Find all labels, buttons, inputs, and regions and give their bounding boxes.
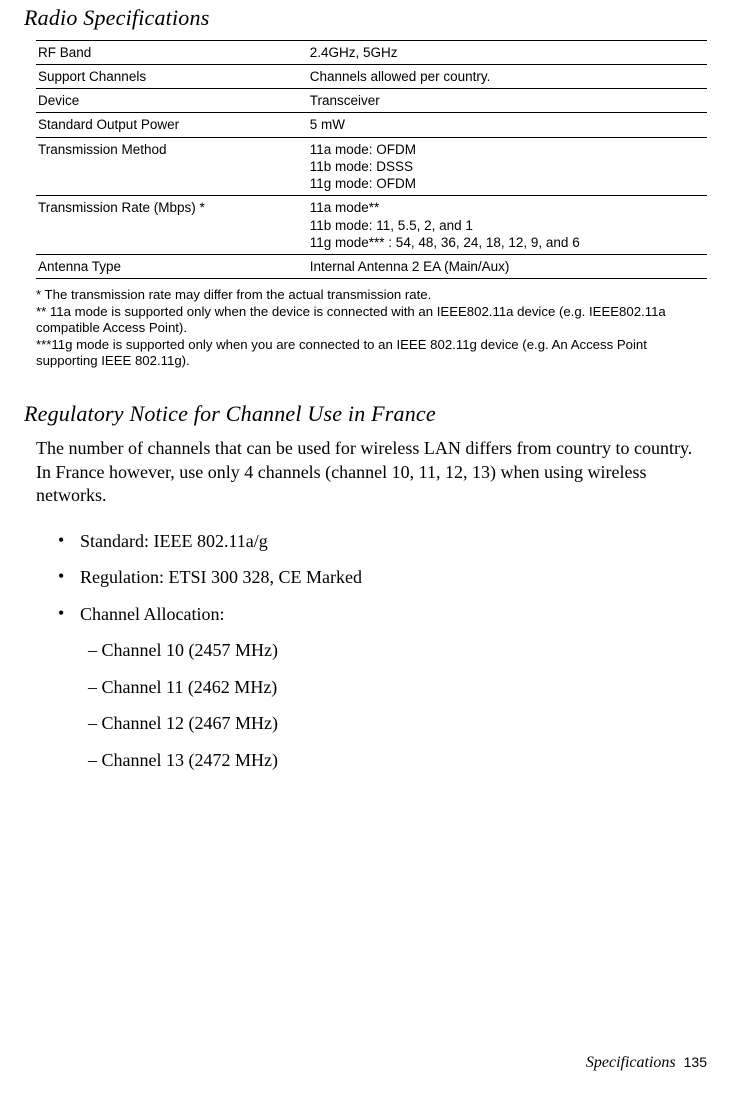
spec-label: Antenna Type [36, 255, 308, 279]
bullet-item: Standard: IEEE 802.11a/g [58, 530, 707, 553]
footer-section: Specifications [586, 1054, 676, 1071]
regulatory-title: Regulatory Notice for Channel Use in Fra… [24, 400, 707, 428]
footnote: ***11g mode is supported only when you a… [36, 337, 707, 370]
channel-item: – Channel 12 (2467 MHz) [88, 712, 707, 735]
page-footer: Specifications 135 [586, 1053, 707, 1073]
channel-item: – Channel 13 (2472 MHz) [88, 749, 707, 772]
spec-label: Support Channels [36, 64, 308, 88]
spec-value: Internal Antenna 2 EA (Main/Aux) [308, 255, 707, 279]
bullet-item: Regulation: ETSI 300 328, CE Marked [58, 566, 707, 589]
bullet-text: Channel Allocation: [80, 604, 224, 624]
spec-label: Transmission Method [36, 137, 308, 196]
footnote: * The transmission rate may differ from … [36, 287, 707, 304]
footer-page-number: 135 [684, 1054, 707, 1070]
spec-value: 11a mode: OFDM 11b mode: DSSS 11g mode: … [308, 137, 707, 196]
table-row: RF Band 2.4GHz, 5GHz [36, 40, 707, 64]
table-row: Transmission Rate (Mbps) * 11a mode** 11… [36, 196, 707, 255]
table-row: Support Channels Channels allowed per co… [36, 64, 707, 88]
spec-label: Device [36, 89, 308, 113]
table-row: Antenna Type Internal Antenna 2 EA (Main… [36, 255, 707, 279]
spec-label: Transmission Rate (Mbps) * [36, 196, 308, 255]
radio-spec-table: RF Band 2.4GHz, 5GHz Support Channels Ch… [36, 40, 707, 280]
footnote: ** 11a mode is supported only when the d… [36, 304, 707, 337]
spec-label: RF Band [36, 40, 308, 64]
radio-footnotes: * The transmission rate may differ from … [36, 287, 707, 370]
regulatory-paragraph: The number of channels that can be used … [36, 437, 707, 507]
bullet-item: Channel Allocation: – Channel 10 (2457 M… [58, 603, 707, 772]
bullet-text: Standard: IEEE 802.11a/g [80, 531, 268, 551]
channel-item: – Channel 10 (2457 MHz) [88, 639, 707, 662]
regulatory-section: Regulatory Notice for Channel Use in Fra… [36, 400, 707, 771]
channel-item: – Channel 11 (2462 MHz) [88, 676, 707, 699]
spec-value: 5 mW [308, 113, 707, 137]
spec-value: Transceiver [308, 89, 707, 113]
spec-value: 2.4GHz, 5GHz [308, 40, 707, 64]
table-row: Device Transceiver [36, 89, 707, 113]
spec-value: Channels allowed per country. [308, 64, 707, 88]
spec-value: 11a mode** 11b mode: 11, 5.5, 2, and 1 1… [308, 196, 707, 255]
table-row: Standard Output Power 5 mW [36, 113, 707, 137]
table-row: Transmission Method 11a mode: OFDM 11b m… [36, 137, 707, 196]
radio-spec-section: Radio Specifications RF Band 2.4GHz, 5GH… [36, 4, 707, 370]
regulatory-bullets: Standard: IEEE 802.11a/g Regulation: ETS… [58, 530, 707, 772]
channel-sublist: – Channel 10 (2457 MHz) – Channel 11 (24… [88, 639, 707, 771]
radio-spec-title: Radio Specifications [24, 4, 707, 32]
bullet-text: Regulation: ETSI 300 328, CE Marked [80, 567, 362, 587]
spec-label: Standard Output Power [36, 113, 308, 137]
